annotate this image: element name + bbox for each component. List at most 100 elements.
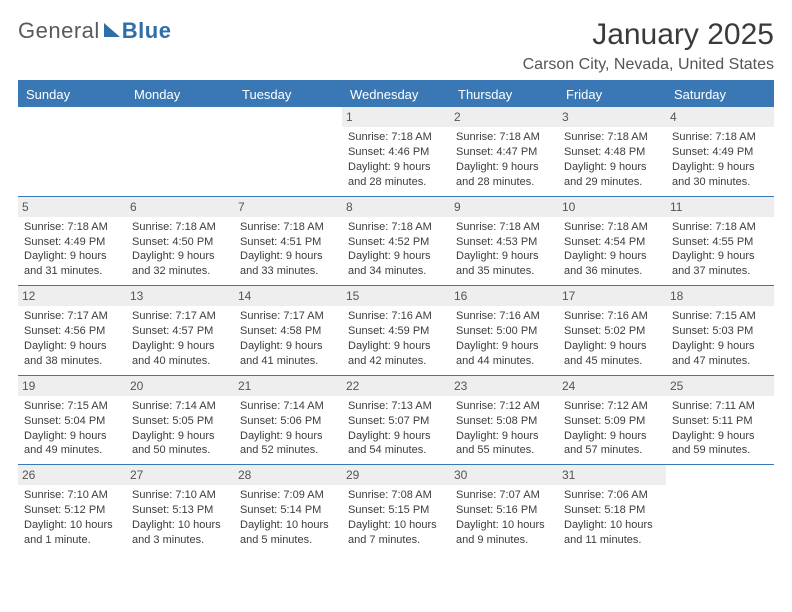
day-number: 27 (126, 465, 234, 485)
day-number: 14 (234, 286, 342, 306)
weekday-header: Sunday (18, 81, 126, 107)
day-detail-line: Sunset: 5:00 PM (456, 324, 552, 339)
day-detail-line: Sunset: 5:06 PM (240, 414, 336, 429)
day-detail-line: Sunrise: 7:16 AM (564, 309, 660, 324)
week-row: 1Sunrise: 7:18 AMSunset: 4:46 PMDaylight… (18, 107, 774, 196)
day-number: 8 (342, 197, 450, 217)
week-row: 5Sunrise: 7:18 AMSunset: 4:49 PMDaylight… (18, 196, 774, 286)
header-bar: General Blue January 2025 Carson City, N… (18, 18, 774, 74)
day-number: 21 (234, 376, 342, 396)
day-cell: 31Sunrise: 7:06 AMSunset: 5:18 PMDayligh… (558, 465, 666, 554)
day-detail-line: Sunrise: 7:12 AM (564, 399, 660, 414)
day-number: 3 (558, 107, 666, 127)
day-cell: 13Sunrise: 7:17 AMSunset: 4:57 PMDayligh… (126, 286, 234, 375)
weekday-header: Wednesday (342, 81, 450, 107)
day-detail-line: Daylight: 9 hours and 38 minutes. (24, 339, 120, 369)
day-number: 9 (450, 197, 558, 217)
day-detail-line: Sunrise: 7:17 AM (132, 309, 228, 324)
day-cell: 8 Sunrise: 7:18 AMSunset: 4:52 PMDaylight… (342, 197, 450, 286)
day-detail-line: Sunset: 4:52 PM (348, 235, 444, 250)
day-number: 16 (450, 286, 558, 306)
day-number: 20 (126, 376, 234, 396)
day-detail-line: Sunset: 4:50 PM (132, 235, 228, 250)
month-title: January 2025 (523, 18, 774, 52)
day-detail-line: Daylight: 9 hours and 57 minutes. (564, 429, 660, 459)
day-detail-line: Sunset: 4:53 PM (456, 235, 552, 250)
day-detail-line: Sunrise: 7:18 AM (564, 130, 660, 145)
day-detail-line: Sunrise: 7:16 AM (348, 309, 444, 324)
day-detail-line: Daylight: 10 hours and 9 minutes. (456, 518, 552, 548)
day-cell (234, 107, 342, 196)
day-detail-line: Sunset: 5:04 PM (24, 414, 120, 429)
day-detail-line: Sunrise: 7:15 AM (24, 399, 120, 414)
day-cell: 21Sunrise: 7:14 AMSunset: 5:06 PMDayligh… (234, 376, 342, 465)
day-detail-line: Sunset: 4:58 PM (240, 324, 336, 339)
day-detail-line: Daylight: 9 hours and 34 minutes. (348, 249, 444, 279)
day-detail-line: Sunrise: 7:15 AM (672, 309, 768, 324)
day-detail-line: Daylight: 9 hours and 36 minutes. (564, 249, 660, 279)
day-cell: 4Sunrise: 7:18 AMSunset: 4:49 PMDaylight… (666, 107, 774, 196)
day-detail-line: Sunrise: 7:08 AM (348, 488, 444, 503)
day-number: 7 (234, 197, 342, 217)
day-detail-line: Sunset: 4:47 PM (456, 145, 552, 160)
day-cell: 12Sunrise: 7:17 AMSunset: 4:56 PMDayligh… (18, 286, 126, 375)
day-detail-line: Sunrise: 7:18 AM (456, 130, 552, 145)
day-cell: 25Sunrise: 7:11 AMSunset: 5:11 PMDayligh… (666, 376, 774, 465)
title-block: January 2025 Carson City, Nevada, United… (523, 18, 774, 74)
day-cell: 22Sunrise: 7:13 AMSunset: 5:07 PMDayligh… (342, 376, 450, 465)
day-cell (666, 465, 774, 554)
day-detail-line: Sunset: 5:12 PM (24, 503, 120, 518)
day-detail-line: Sunset: 4:49 PM (672, 145, 768, 160)
day-cell: 23Sunrise: 7:12 AMSunset: 5:08 PMDayligh… (450, 376, 558, 465)
day-detail-line: Daylight: 9 hours and 37 minutes. (672, 249, 768, 279)
day-detail-line: Sunset: 4:46 PM (348, 145, 444, 160)
day-detail-line: Daylight: 9 hours and 28 minutes. (348, 160, 444, 190)
day-detail-line: Sunset: 5:16 PM (456, 503, 552, 518)
day-detail-line: Daylight: 10 hours and 7 minutes. (348, 518, 444, 548)
day-cell: 29Sunrise: 7:08 AMSunset: 5:15 PMDayligh… (342, 465, 450, 554)
day-detail-line: Daylight: 9 hours and 49 minutes. (24, 429, 120, 459)
day-number: 28 (234, 465, 342, 485)
day-detail-line: Sunrise: 7:06 AM (564, 488, 660, 503)
day-detail-line: Sunset: 5:18 PM (564, 503, 660, 518)
day-detail-line: Sunset: 5:13 PM (132, 503, 228, 518)
day-cell: 14 Sunrise: 7:17 AMSunset: 4:58 PMDayligh… (234, 286, 342, 375)
day-detail-line: Sunrise: 7:17 AM (24, 309, 120, 324)
day-detail-line: Sunset: 5:02 PM (564, 324, 660, 339)
day-detail-line: Sunrise: 7:17 AM (240, 309, 336, 324)
day-detail-line: Sunset: 4:55 PM (672, 235, 768, 250)
day-detail-line: Sunrise: 7:10 AM (132, 488, 228, 503)
day-detail-line: Daylight: 9 hours and 50 minutes. (132, 429, 228, 459)
calendar-grid: 1Sunrise: 7:18 AMSunset: 4:46 PMDaylight… (18, 107, 774, 554)
day-detail-line: Sunset: 5:07 PM (348, 414, 444, 429)
day-detail-line: Daylight: 9 hours and 29 minutes. (564, 160, 660, 190)
day-detail-line: Sunset: 4:48 PM (564, 145, 660, 160)
day-cell: 30 Sunrise: 7:07 AMSunset: 5:16 PMDayligh… (450, 465, 558, 554)
day-detail-line: Daylight: 9 hours and 35 minutes. (456, 249, 552, 279)
day-number: 24 (558, 376, 666, 396)
day-cell: 28Sunrise: 7:09 AMSunset: 5:14 PMDayligh… (234, 465, 342, 554)
logo-text-blue: Blue (122, 18, 172, 44)
day-detail-line: Sunrise: 7:09 AM (240, 488, 336, 503)
day-detail-line: Daylight: 9 hours and 41 minutes. (240, 339, 336, 369)
day-detail-line: Daylight: 9 hours and 45 minutes. (564, 339, 660, 369)
day-detail-line: Sunrise: 7:07 AM (456, 488, 552, 503)
day-cell: 18Sunrise: 7:15 AMSunset: 5:03 PMDayligh… (666, 286, 774, 375)
day-cell: 11Sunrise: 7:18 AMSunset: 4:55 PMDayligh… (666, 197, 774, 286)
day-number: 4 (666, 107, 774, 127)
day-number: 12 (18, 286, 126, 306)
day-number: 30 (450, 465, 558, 485)
day-detail-line: Sunset: 5:11 PM (672, 414, 768, 429)
day-detail-line: Sunrise: 7:14 AM (240, 399, 336, 414)
week-row: 19Sunrise: 7:15 AMSunset: 5:04 PMDayligh… (18, 375, 774, 465)
day-detail-line: Sunrise: 7:10 AM (24, 488, 120, 503)
day-detail-line: Sunset: 5:03 PM (672, 324, 768, 339)
day-number: 29 (342, 465, 450, 485)
day-detail-line: Daylight: 10 hours and 3 minutes. (132, 518, 228, 548)
day-detail-line: Sunrise: 7:18 AM (564, 220, 660, 235)
day-detail-line: Sunrise: 7:18 AM (348, 220, 444, 235)
day-cell: 26Sunrise: 7:10 AMSunset: 5:12 PMDayligh… (18, 465, 126, 554)
week-row: 26Sunrise: 7:10 AMSunset: 5:12 PMDayligh… (18, 464, 774, 554)
location-line: Carson City, Nevada, United States (523, 56, 774, 74)
day-cell: 19Sunrise: 7:15 AMSunset: 5:04 PMDayligh… (18, 376, 126, 465)
